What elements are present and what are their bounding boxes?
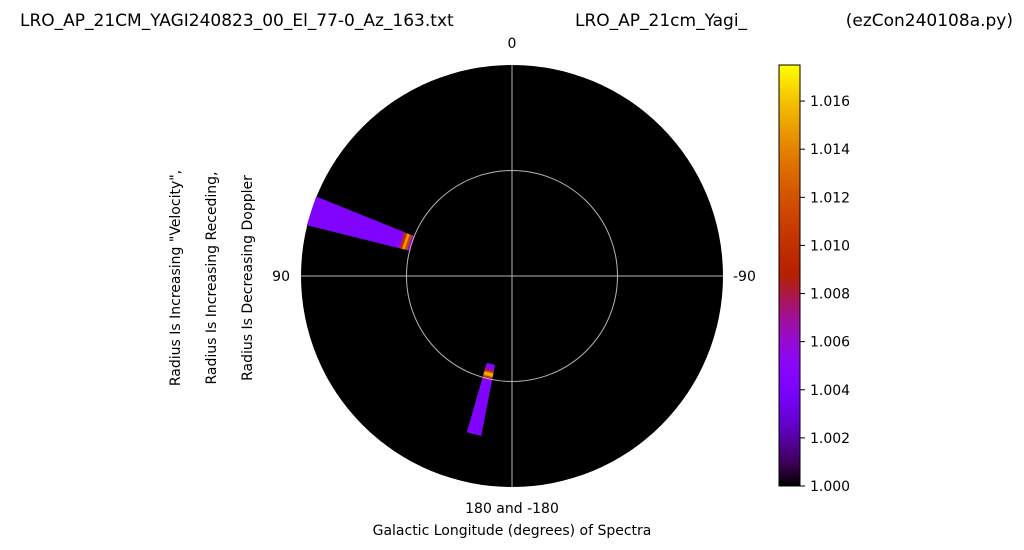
colorbar-ticks: 1.000 1.002 1.004 1.006 1.008 1.010 1.012 1.014…	[800, 94, 850, 495]
heatmap-cell-wedge-1	[306, 196, 320, 226]
angle-label-top: 0	[508, 36, 517, 52]
colorbar-gradient	[779, 65, 800, 486]
colorbar-tick-label: 1.004	[810, 383, 850, 399]
heatmap-cell-wedge-2	[466, 430, 482, 436]
colorbar-tick-label: 1.012	[810, 190, 850, 206]
wedges-layer	[306, 196, 496, 436]
colorbar-tick-label: 1.006	[810, 335, 850, 351]
colorbar-tick-label: 1.010	[810, 238, 850, 254]
header-left-title: LRO_AP_21CM_YAGI240823_00_El_77-0_Az_163…	[20, 11, 454, 31]
y-axis-label-line-1: Radius Is Increasing "Velocity",	[168, 170, 184, 386]
colorbar-frame	[778, 64, 801, 487]
y-axis-label-line-2: Radius Is Increasing Receding,	[204, 171, 220, 384]
colorbar-tick-label: 1.016	[810, 94, 850, 110]
angle-label-left: 90	[272, 269, 290, 285]
grid-ring-inner	[406, 170, 618, 382]
colorbar-tick-label: 1.008	[810, 287, 850, 303]
colorbar-tick-label: 1.014	[810, 142, 850, 158]
polar-plot	[301, 65, 723, 487]
header-center-title: LRO_AP_21cm_Yagi_	[575, 11, 748, 31]
x-axis-label: Galactic Longitude (degrees) of Spectra	[373, 523, 652, 539]
colorbar-tick-label: 1.002	[810, 431, 850, 447]
colorbar: 1.000 1.002 1.004 1.006 1.008 1.010 1.012 1.014…	[778, 64, 850, 495]
header-right-title: (ezCon240108a.py)	[846, 11, 1013, 31]
angle-label-right: -90	[733, 269, 756, 285]
polar-grid	[301, 65, 723, 487]
angle-label-bottom: 180 and -180	[465, 501, 559, 517]
colorbar-tick-label: 1.000	[810, 479, 850, 495]
y-axis-label-line-3: Radius Is Decreasing Doppler	[240, 175, 256, 381]
